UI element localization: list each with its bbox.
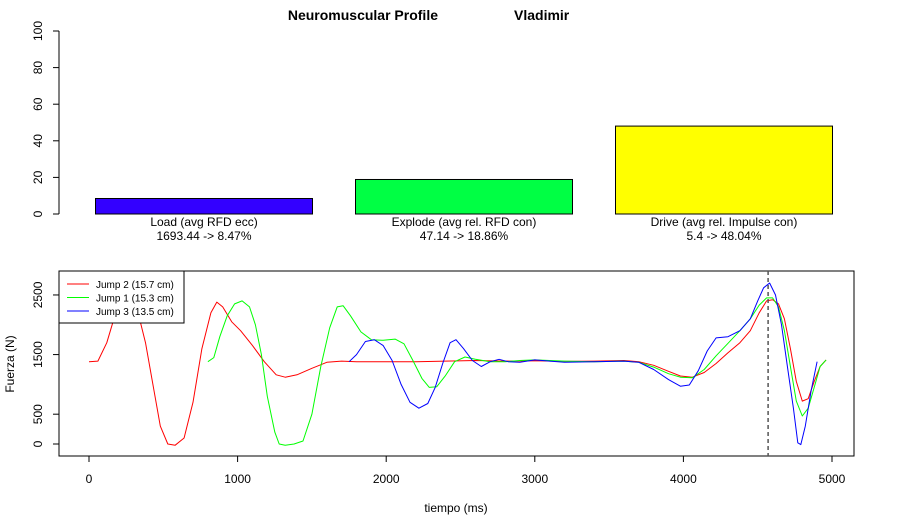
y-tick-label: 0 — [31, 440, 45, 447]
bar-chart-panel: 0 20 40 60 80 100 Load (avg RFD ecc)1693.44 -… — [31, 21, 833, 243]
x-tick-label: 3000 — [521, 472, 548, 486]
athlete-name: Vladimir — [514, 7, 570, 23]
series-line-2 — [207, 297, 827, 446]
bar-y-tick-label: 80 — [31, 61, 45, 75]
bar-marks — [95, 125, 833, 215]
x-tick-label: 4000 — [670, 472, 697, 486]
bar-category-label: Explode (avg rel. RFD con) — [392, 215, 537, 229]
legend: Jump 2 (15.7 cm) Jump 1 (15.3 cm) Jump 3 (… — [58, 270, 185, 324]
bar-y-tick-label: 0 — [31, 210, 45, 217]
bar-y-tick-label: 20 — [31, 170, 45, 184]
bar-category-label: Drive (avg rel. Impulse con) — [651, 215, 798, 229]
x-tick-label: 0 — [86, 472, 93, 486]
bar-value-label: 1693.44 -> 8.47% — [156, 229, 251, 243]
bar-y-tick-label: 100 — [31, 21, 45, 41]
bar-3 — [615, 125, 833, 215]
bar-y-axis: 0 20 40 60 80 100 — [31, 21, 60, 217]
series-line-1 — [88, 291, 827, 446]
bar-category-labels: Load (avg RFD ecc)1693.44 -> 8.47% Explod… — [150, 215, 797, 243]
y-tick-label: 2500 — [31, 281, 45, 308]
x-axis-title: tiempo (ms) — [424, 501, 487, 515]
force-time-chart-panel: 0 1000 2000 3000 4000 5000 0 500 1500 2500 Jump 2… — [3, 270, 855, 515]
bar-category-label: Load (avg RFD ecc) — [150, 215, 257, 229]
bar-1 — [95, 197, 313, 215]
x-tick-label: 5000 — [819, 472, 846, 486]
bar-2 — [355, 178, 573, 215]
title-text: Neuromuscular Profile — [288, 7, 438, 23]
legend-box — [58, 270, 185, 324]
series-line-3 — [348, 282, 818, 446]
bar-value-label: 47.14 -> 18.86% — [420, 229, 509, 243]
figure-title: Neuromuscular Profile Vladimir — [288, 7, 570, 23]
line-axes: 0 1000 2000 3000 4000 5000 0 500 1500 2500 — [31, 281, 846, 486]
legend-label: Jump 3 (13.5 cm) — [96, 307, 174, 318]
y-tick-label: 500 — [31, 404, 45, 424]
x-tick-label: 2000 — [373, 472, 400, 486]
legend-label: Jump 2 (15.7 cm) — [96, 280, 174, 291]
x-tick-label: 1000 — [224, 472, 251, 486]
line-series — [88, 282, 827, 446]
bar-y-tick-label: 60 — [31, 97, 45, 111]
y-axis-title: Fuerza (N) — [3, 335, 17, 392]
bar-y-tick-label: 40 — [31, 134, 45, 148]
y-tick-label: 1500 — [31, 341, 45, 368]
bar-value-label: 5.4 -> 48.04% — [686, 229, 761, 243]
legend-label: Jump 1 (15.3 cm) — [96, 294, 174, 305]
